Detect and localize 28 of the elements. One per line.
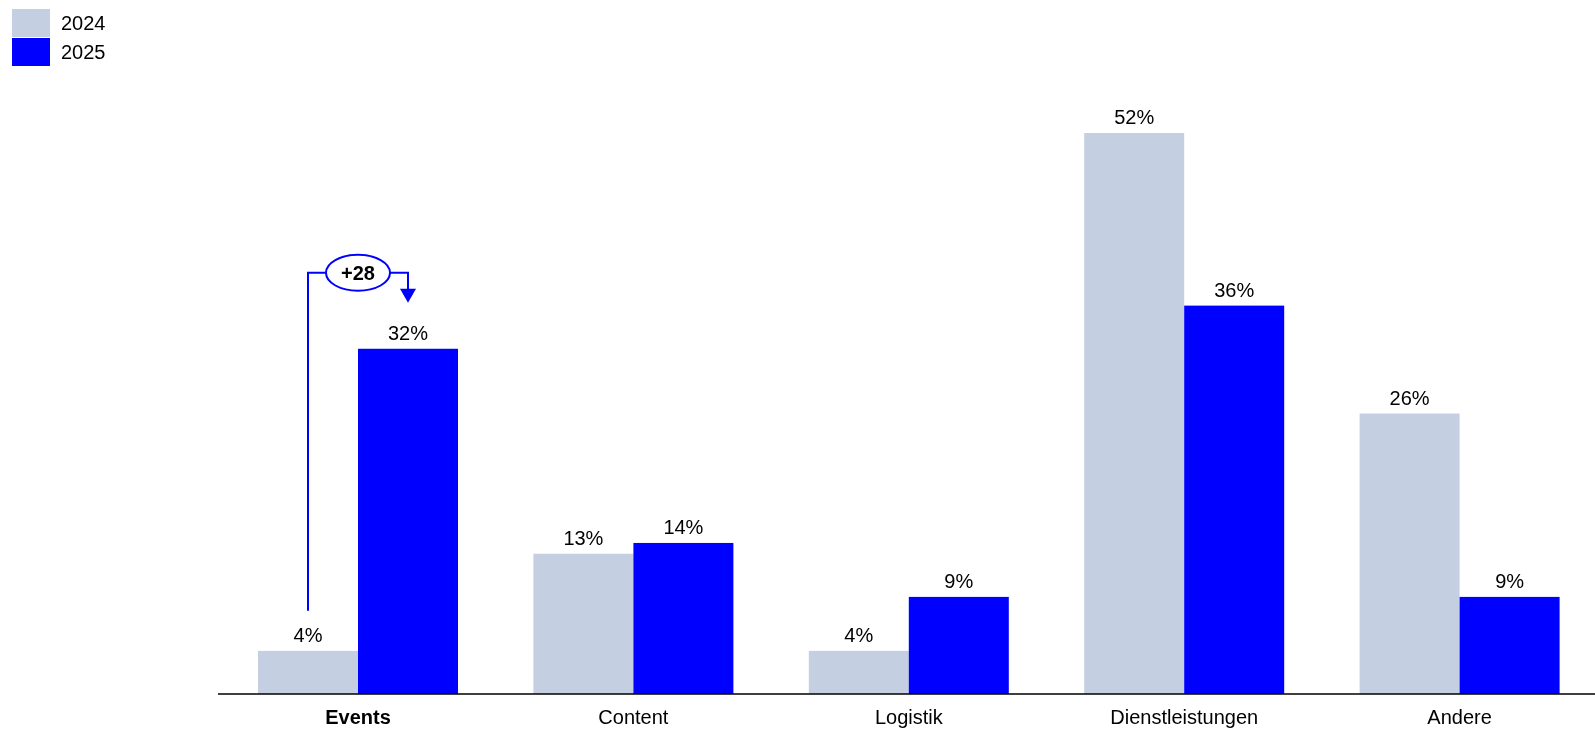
bar bbox=[908, 596, 1009, 694]
data-label: 26% bbox=[1389, 386, 1430, 409]
data-label: 14% bbox=[663, 515, 704, 538]
x-tick-label: Content bbox=[598, 706, 669, 728]
bar bbox=[1084, 133, 1185, 694]
data-label: 9% bbox=[944, 569, 974, 592]
data-label: 32% bbox=[387, 321, 429, 344]
bar bbox=[258, 650, 358, 694]
annotation: +28 bbox=[341, 261, 375, 284]
legend-label: 2025 bbox=[61, 41, 106, 63]
legend-label: 2024 bbox=[61, 12, 106, 34]
bar bbox=[1459, 596, 1560, 694]
bar bbox=[633, 542, 734, 694]
x-tick-label: Events bbox=[325, 706, 391, 728]
data-label: 9% bbox=[1495, 569, 1525, 592]
x-tick-label: Andere bbox=[1427, 706, 1492, 728]
data-label: 13% bbox=[563, 526, 604, 549]
data-label: 4% bbox=[293, 623, 323, 646]
bar bbox=[533, 553, 634, 694]
data-label: 52% bbox=[1114, 106, 1155, 128]
bar bbox=[358, 348, 458, 694]
bar bbox=[1359, 413, 1460, 694]
bar bbox=[808, 650, 909, 694]
bar bbox=[1184, 305, 1285, 694]
data-label: 36% bbox=[1214, 278, 1255, 301]
x-tick-label: Dienstleistungen bbox=[1110, 706, 1259, 728]
x-tick-label: Logistik bbox=[874, 706, 944, 728]
data-label: 4% bbox=[844, 623, 874, 646]
